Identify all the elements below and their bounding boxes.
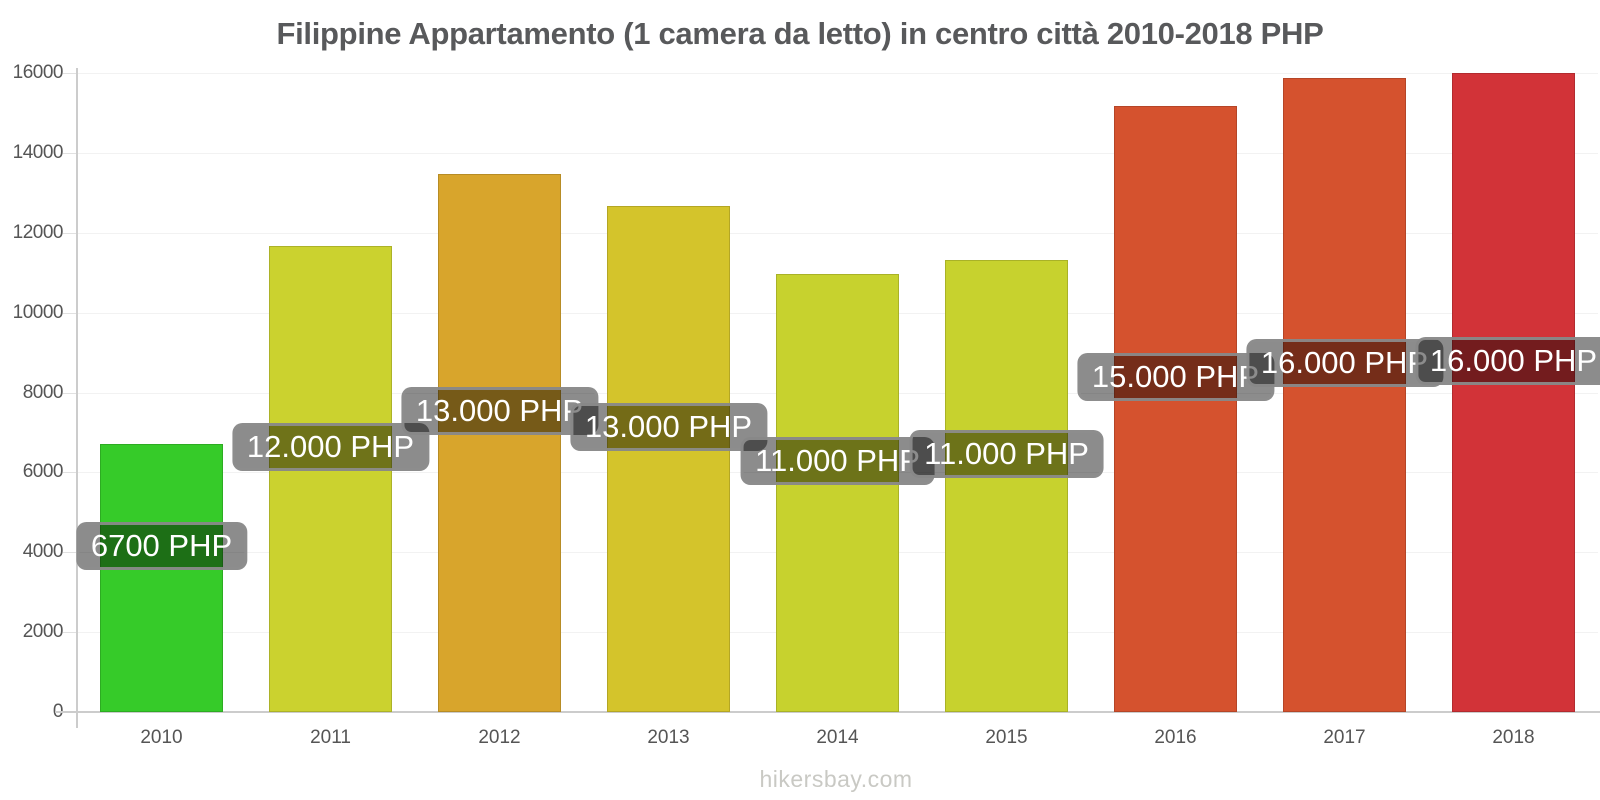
bar-value-label: 16.000 PHP [1245, 339, 1444, 388]
bar-2016 [1114, 106, 1237, 712]
y-tick-mark [63, 153, 77, 154]
y-tick-label: 12000 [12, 222, 64, 243]
bar-value-label: 13.000 PHP [569, 402, 768, 451]
y-tick-mark [63, 313, 77, 314]
x-tick-label: 2015 [985, 727, 1028, 748]
y-tick-mark [63, 552, 77, 553]
x-axis [55, 711, 1600, 713]
y-tick-label: 2000 [22, 621, 64, 642]
bar-value-label: 15.000 PHP [1076, 353, 1275, 402]
y-gridline [63, 153, 1598, 154]
watermark-hikersbay: hikersbay.com [759, 766, 913, 792]
bar-2011 [269, 245, 392, 712]
bar-value-label: 12.000 PHP [231, 422, 430, 471]
y-tick-label: 6000 [22, 461, 64, 482]
bar-2015 [945, 259, 1068, 712]
y-gridline [63, 73, 1598, 74]
x-tick-label: 2017 [1323, 727, 1366, 748]
bar-2013 [607, 205, 730, 712]
x-tick-label: 2012 [478, 727, 521, 748]
y-gridline [63, 233, 1598, 234]
bar-2014 [776, 273, 899, 712]
bar-value-label: 6700 PHP [75, 522, 248, 571]
y-axis [76, 68, 78, 728]
y-tick-label: 4000 [22, 541, 64, 562]
bar-2012 [438, 174, 561, 712]
bar-2017 [1283, 78, 1406, 712]
y-tick-label: 8000 [22, 382, 64, 403]
x-tick-label: 2010 [140, 727, 183, 748]
y-tick-mark [63, 632, 77, 633]
x-tick-label: 2013 [647, 727, 690, 748]
bar-value-label: 11.000 PHP [909, 429, 1104, 478]
y-tick-label: 10000 [12, 302, 64, 323]
y-tick-label: 14000 [12, 142, 64, 163]
bar-value-label: 11.000 PHP [740, 436, 935, 485]
x-tick-label: 2016 [1154, 727, 1197, 748]
bar-2010 [100, 444, 223, 712]
bar-2018 [1452, 73, 1575, 712]
bar-value-label: 16.000 PHP [1414, 336, 1600, 385]
y-tick-mark [63, 393, 77, 394]
y-tick-label: 0 [0, 701, 64, 723]
bar-value-label: 13.000 PHP [400, 387, 599, 436]
y-tick-mark [63, 472, 77, 473]
y-tick-mark [63, 233, 77, 234]
x-tick-label: 2014 [816, 727, 859, 748]
y-tick-label: 16000 [12, 62, 64, 83]
x-tick-label: 2011 [310, 727, 351, 748]
chart-title: Filippine Appartamento (1 camera da lett… [276, 16, 1324, 51]
x-tick-label: 2018 [1492, 727, 1535, 748]
y-tick-mark [63, 73, 77, 74]
